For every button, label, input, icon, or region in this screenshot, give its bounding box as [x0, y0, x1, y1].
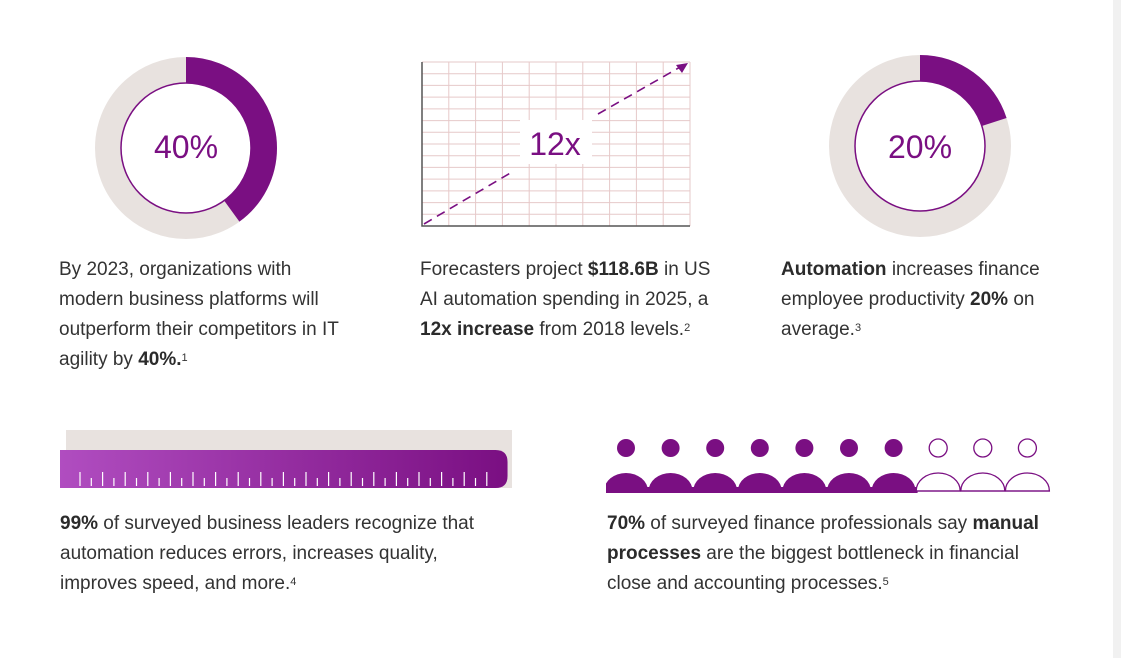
productivity-description: Automation increases finance employee pr… — [781, 259, 1040, 340]
agility-value: 40% — [153, 129, 219, 165]
person-head — [661, 439, 680, 457]
person-icon-filled — [827, 439, 871, 491]
growth-arrow-line — [423, 171, 513, 225]
grid-axes — [421, 62, 690, 227]
donut-arc — [95, 57, 277, 239]
person-icon-outline — [960, 438, 1006, 492]
person-head — [840, 439, 858, 457]
person-body — [1004, 472, 1051, 492]
person-head — [884, 439, 903, 457]
person-head — [973, 438, 993, 458]
spending-description: Forecasters project $118.6B in US AI aut… — [420, 259, 711, 340]
growth-arrow-line — [597, 65, 683, 115]
person-body — [915, 472, 961, 492]
person-body — [693, 473, 738, 491]
person-body — [871, 473, 916, 491]
right-edge-strip — [1113, 0, 1121, 658]
donut-inner — [120, 82, 252, 214]
person-head — [750, 439, 769, 457]
person-icon-filled — [782, 439, 827, 491]
person-icon-filled — [871, 439, 916, 491]
person-icon-filled — [737, 439, 782, 491]
person-head — [928, 438, 948, 458]
ruler-ticks — [79, 472, 488, 486]
person-head — [617, 439, 635, 457]
spending-value: 12x — [529, 126, 581, 162]
agility-description: By 2023, organizations with modern busin… — [59, 259, 339, 370]
grid-label-backdrop — [520, 120, 592, 164]
person-icon-outline — [915, 438, 961, 492]
people-icons-row — [606, 438, 1051, 493]
leaders-description: 99% of surveyed business leaders recogni… — [60, 513, 475, 594]
ruler-fill — [60, 450, 508, 488]
person-body — [827, 473, 871, 491]
person-head — [1017, 438, 1038, 458]
growth-arrow-head — [676, 63, 688, 73]
donut-chart-productivity — [829, 55, 1011, 237]
donut-arc — [829, 55, 1011, 237]
person-body — [782, 473, 827, 491]
donut-inner — [854, 80, 986, 212]
productivity-value: 20% — [887, 129, 953, 165]
person-head — [795, 439, 814, 457]
person-icon-outline — [1004, 438, 1051, 492]
person-body — [606, 473, 648, 491]
person-body — [737, 473, 782, 491]
ruler-bar-graphic — [60, 430, 512, 488]
person-head — [706, 439, 725, 457]
person-icon-filled — [606, 439, 648, 491]
person-icon-filled — [648, 439, 693, 491]
person-body — [648, 473, 693, 491]
donut-chart-agility — [95, 57, 277, 239]
person-body — [960, 472, 1006, 492]
finance-pros-description: 70% of surveyed finance professionals sa… — [607, 513, 1039, 594]
person-icon-filled — [693, 439, 738, 491]
growth-grid-graphic — [421, 61, 691, 227]
